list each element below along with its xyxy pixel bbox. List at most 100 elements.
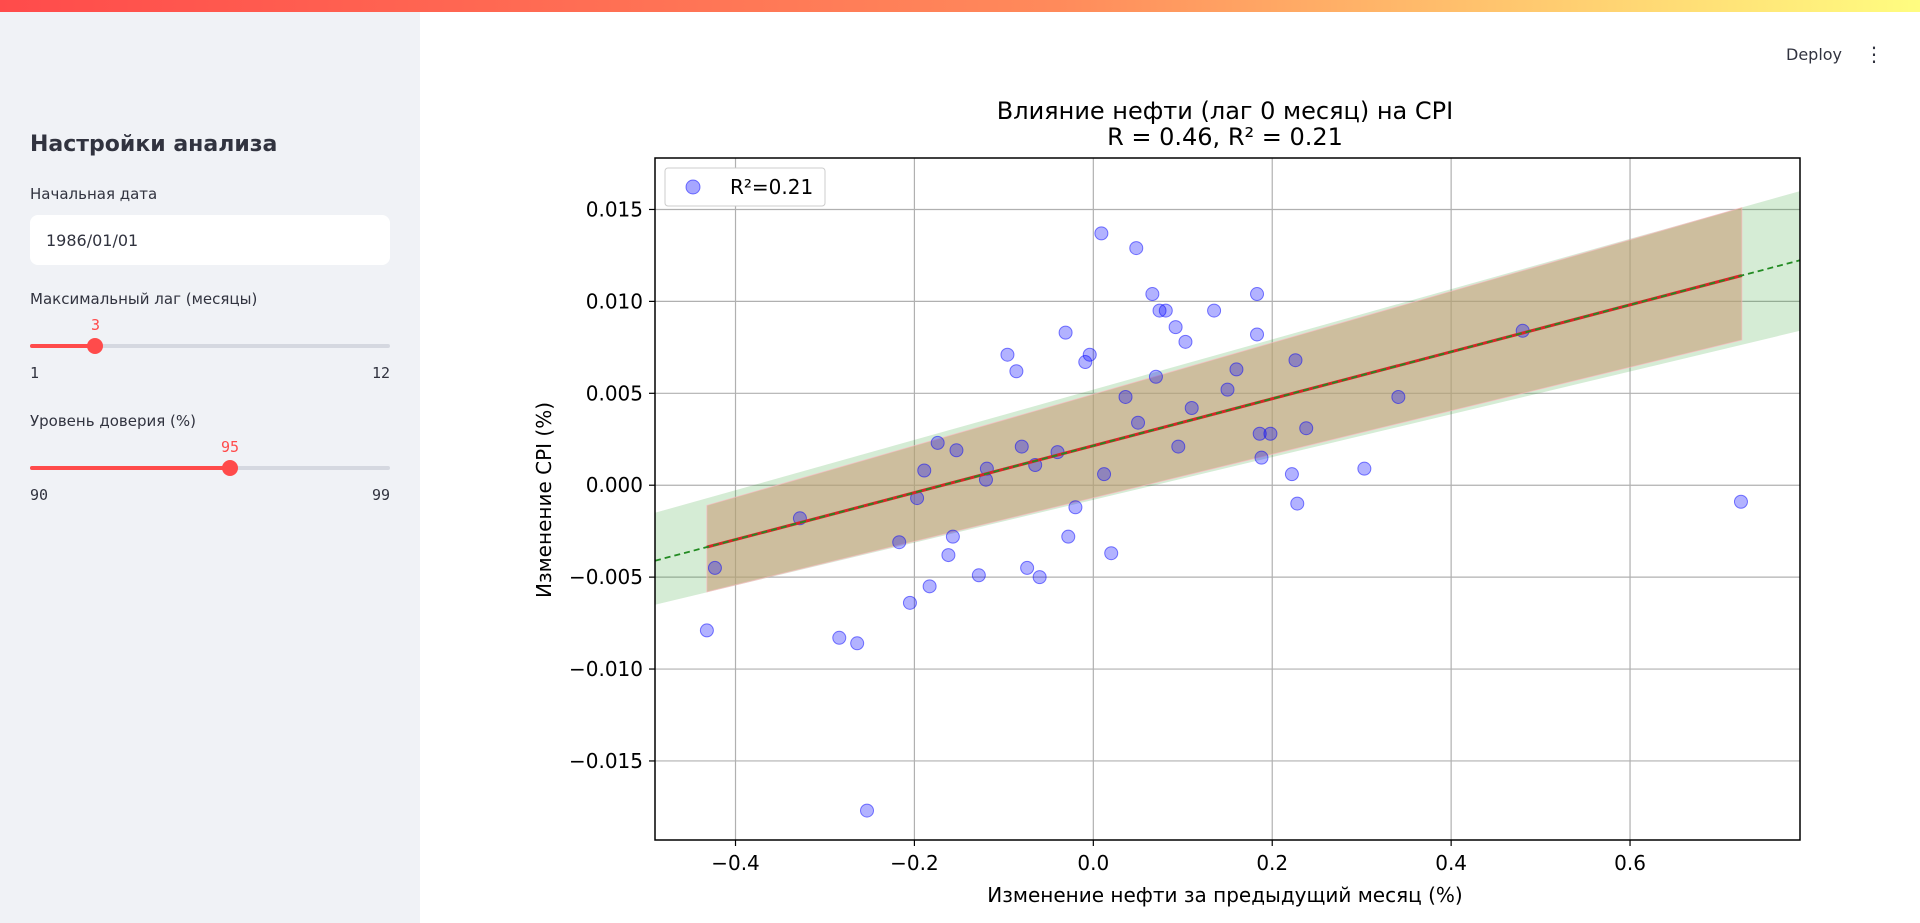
y-tick-label: 0.000 bbox=[586, 473, 643, 497]
y-tick-label: 0.005 bbox=[586, 381, 643, 405]
data-point bbox=[1229, 362, 1244, 377]
slider-track bbox=[30, 344, 390, 348]
x-tick-label: 0.2 bbox=[1256, 851, 1288, 875]
y-axis-label: Изменение CPI (%) bbox=[532, 402, 556, 598]
slider-max: 99 bbox=[371, 486, 390, 504]
slider-thumb[interactable] bbox=[87, 338, 104, 354]
data-point bbox=[707, 560, 722, 575]
data-point bbox=[1032, 570, 1047, 585]
slider-fill bbox=[30, 466, 230, 470]
y-tick-label: 0.015 bbox=[586, 197, 643, 221]
slider-value: 3 bbox=[90, 316, 100, 334]
confidence-label: Уровень доверия (%) bbox=[30, 412, 196, 430]
data-point bbox=[1171, 439, 1186, 454]
data-point bbox=[1020, 560, 1035, 575]
data-point bbox=[699, 623, 714, 638]
deploy-button[interactable]: Deploy bbox=[1786, 45, 1843, 64]
sidebar: Настройки анализа Начальная дата Максима… bbox=[0, 12, 420, 923]
slider-thumb[interactable] bbox=[222, 460, 238, 476]
sidebar-title: Настройки анализа bbox=[30, 132, 278, 157]
data-point bbox=[1131, 415, 1146, 430]
data-point bbox=[1000, 347, 1015, 362]
y-tick-label: 0.010 bbox=[586, 289, 643, 313]
confidence-slider[interactable]: 95 90 99 bbox=[30, 438, 390, 504]
confidence-band bbox=[706, 206, 1743, 593]
data-point bbox=[971, 568, 986, 583]
data-point bbox=[1148, 369, 1163, 384]
data-point bbox=[1733, 494, 1748, 509]
data-point bbox=[1009, 364, 1024, 379]
confidence-bands bbox=[655, 191, 1800, 605]
x-tick-label: 0.6 bbox=[1614, 851, 1646, 875]
max-lag-slider[interactable]: 3 1 12 bbox=[30, 316, 390, 382]
kebab-menu-icon[interactable]: ⋮ bbox=[1864, 42, 1884, 66]
regression-lines bbox=[654, 259, 1801, 562]
data-point bbox=[1145, 287, 1160, 302]
data-point bbox=[832, 630, 847, 645]
data-point bbox=[1263, 426, 1278, 441]
data-point bbox=[1104, 546, 1119, 561]
x-axis-label: Изменение нефти за предыдущий месяц (%) bbox=[987, 883, 1462, 907]
data-point bbox=[1250, 287, 1265, 302]
data-point bbox=[1288, 353, 1303, 368]
slider-min: 1 bbox=[30, 364, 40, 382]
x-tick-label: −0.4 bbox=[711, 851, 760, 875]
data-point bbox=[902, 595, 917, 610]
data-point bbox=[1058, 325, 1073, 340]
data-point bbox=[922, 579, 937, 594]
data-point bbox=[941, 548, 956, 563]
y-tick-label: −0.015 bbox=[569, 749, 643, 773]
data-point bbox=[917, 463, 932, 478]
x-tick-label: −0.2 bbox=[890, 851, 939, 875]
data-point bbox=[1061, 529, 1076, 544]
data-point bbox=[1078, 355, 1093, 370]
x-tick-label: 0.4 bbox=[1435, 851, 1467, 875]
data-point bbox=[1391, 389, 1406, 404]
data-point bbox=[930, 435, 945, 450]
max-lag-label: Максимальный лаг (месяцы) bbox=[30, 290, 258, 308]
data-point bbox=[1184, 401, 1199, 416]
scatter-points bbox=[699, 226, 1748, 818]
legend-marker bbox=[685, 179, 701, 195]
data-point bbox=[1299, 421, 1314, 436]
legend-label: R²=0.21 bbox=[730, 175, 813, 199]
data-point bbox=[945, 529, 960, 544]
data-point bbox=[892, 535, 907, 550]
y-tick-label: −0.005 bbox=[569, 565, 643, 589]
legend-box bbox=[664, 167, 826, 207]
data-point bbox=[949, 443, 964, 458]
top-decoration-bar bbox=[0, 0, 1920, 12]
slider-min: 90 bbox=[30, 486, 49, 504]
data-point bbox=[1082, 347, 1097, 362]
data-point bbox=[1220, 382, 1235, 397]
data-point bbox=[1290, 496, 1305, 511]
data-point bbox=[1158, 303, 1173, 318]
slider-max: 12 bbox=[371, 364, 390, 382]
axes: −0.4 −0.2 0.0 0.2 0.4 0.6 −0.015 −0.010 −0.005 0.… bbox=[569, 157, 1801, 875]
regression-extension-line bbox=[654, 259, 1801, 562]
data-point bbox=[1207, 303, 1222, 318]
data-point bbox=[1252, 426, 1267, 441]
chart-legend: R²=0.21 bbox=[664, 167, 826, 207]
data-point bbox=[1254, 450, 1269, 465]
data-point bbox=[1284, 467, 1299, 482]
x-tick-label: 0.0 bbox=[1077, 851, 1109, 875]
slider-value: 95 bbox=[220, 438, 240, 456]
data-point bbox=[1014, 439, 1029, 454]
data-point bbox=[1094, 226, 1109, 241]
start-date-input[interactable] bbox=[30, 215, 390, 265]
data-point bbox=[850, 636, 865, 651]
data-point bbox=[860, 803, 875, 818]
data-point bbox=[1178, 334, 1193, 349]
data-point bbox=[1129, 241, 1144, 256]
data-point bbox=[1118, 389, 1133, 404]
data-point bbox=[1168, 320, 1183, 335]
chart-title: Влияние нефти (лаг 0 месяц) на CPI bbox=[997, 97, 1453, 125]
start-date-label: Начальная дата bbox=[30, 185, 158, 203]
data-point bbox=[1357, 461, 1372, 476]
chart-subtitle: R = 0.46, R² = 0.21 bbox=[1107, 123, 1343, 151]
y-tick-label: −0.010 bbox=[569, 657, 643, 681]
plot-frame bbox=[654, 157, 1801, 841]
scatter-chart: Влияние нефти (лаг 0 месяц) на CPI R = 0… bbox=[532, 97, 1801, 907]
slider-fill bbox=[30, 344, 96, 348]
